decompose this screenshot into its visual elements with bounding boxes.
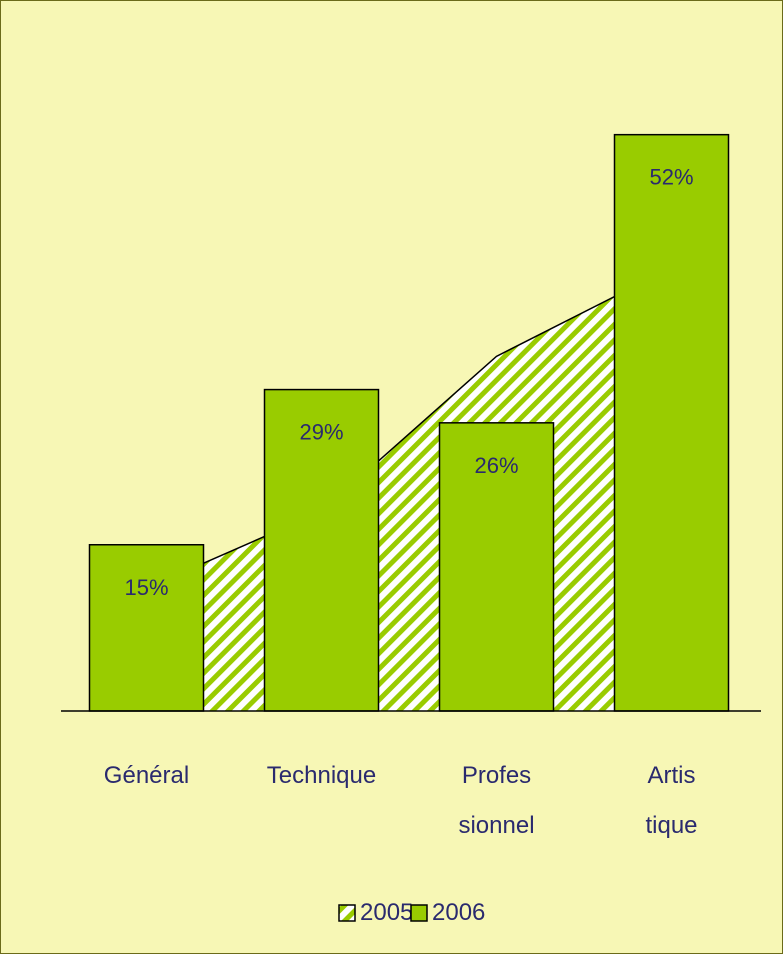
area-2005-outline xyxy=(144,266,672,590)
category-label-1: Technique xyxy=(267,762,376,789)
legend-label-2006: 2006 xyxy=(432,899,485,926)
data-label-2006-0: 15% xyxy=(124,575,168,600)
area-2005 xyxy=(144,267,672,711)
data-label-2006-3: 52% xyxy=(649,165,693,190)
legend: 2005 2006 xyxy=(338,899,485,926)
legend-label-2005: 2005 xyxy=(360,899,413,926)
category-label-0: Général xyxy=(104,762,189,789)
data-label-2006-1: 29% xyxy=(299,420,343,445)
data-label-2006-2: 26% xyxy=(474,453,518,478)
category-label-3: Artis tique xyxy=(645,762,697,839)
legend-swatch-2006 xyxy=(410,904,428,922)
bar-2006-3 xyxy=(613,133,730,712)
bar-2006-2 xyxy=(438,422,555,712)
legend-swatch-2005 xyxy=(338,904,356,922)
category-label-2: Profes sionnel xyxy=(458,762,534,839)
bar-2006-0 xyxy=(88,544,205,712)
